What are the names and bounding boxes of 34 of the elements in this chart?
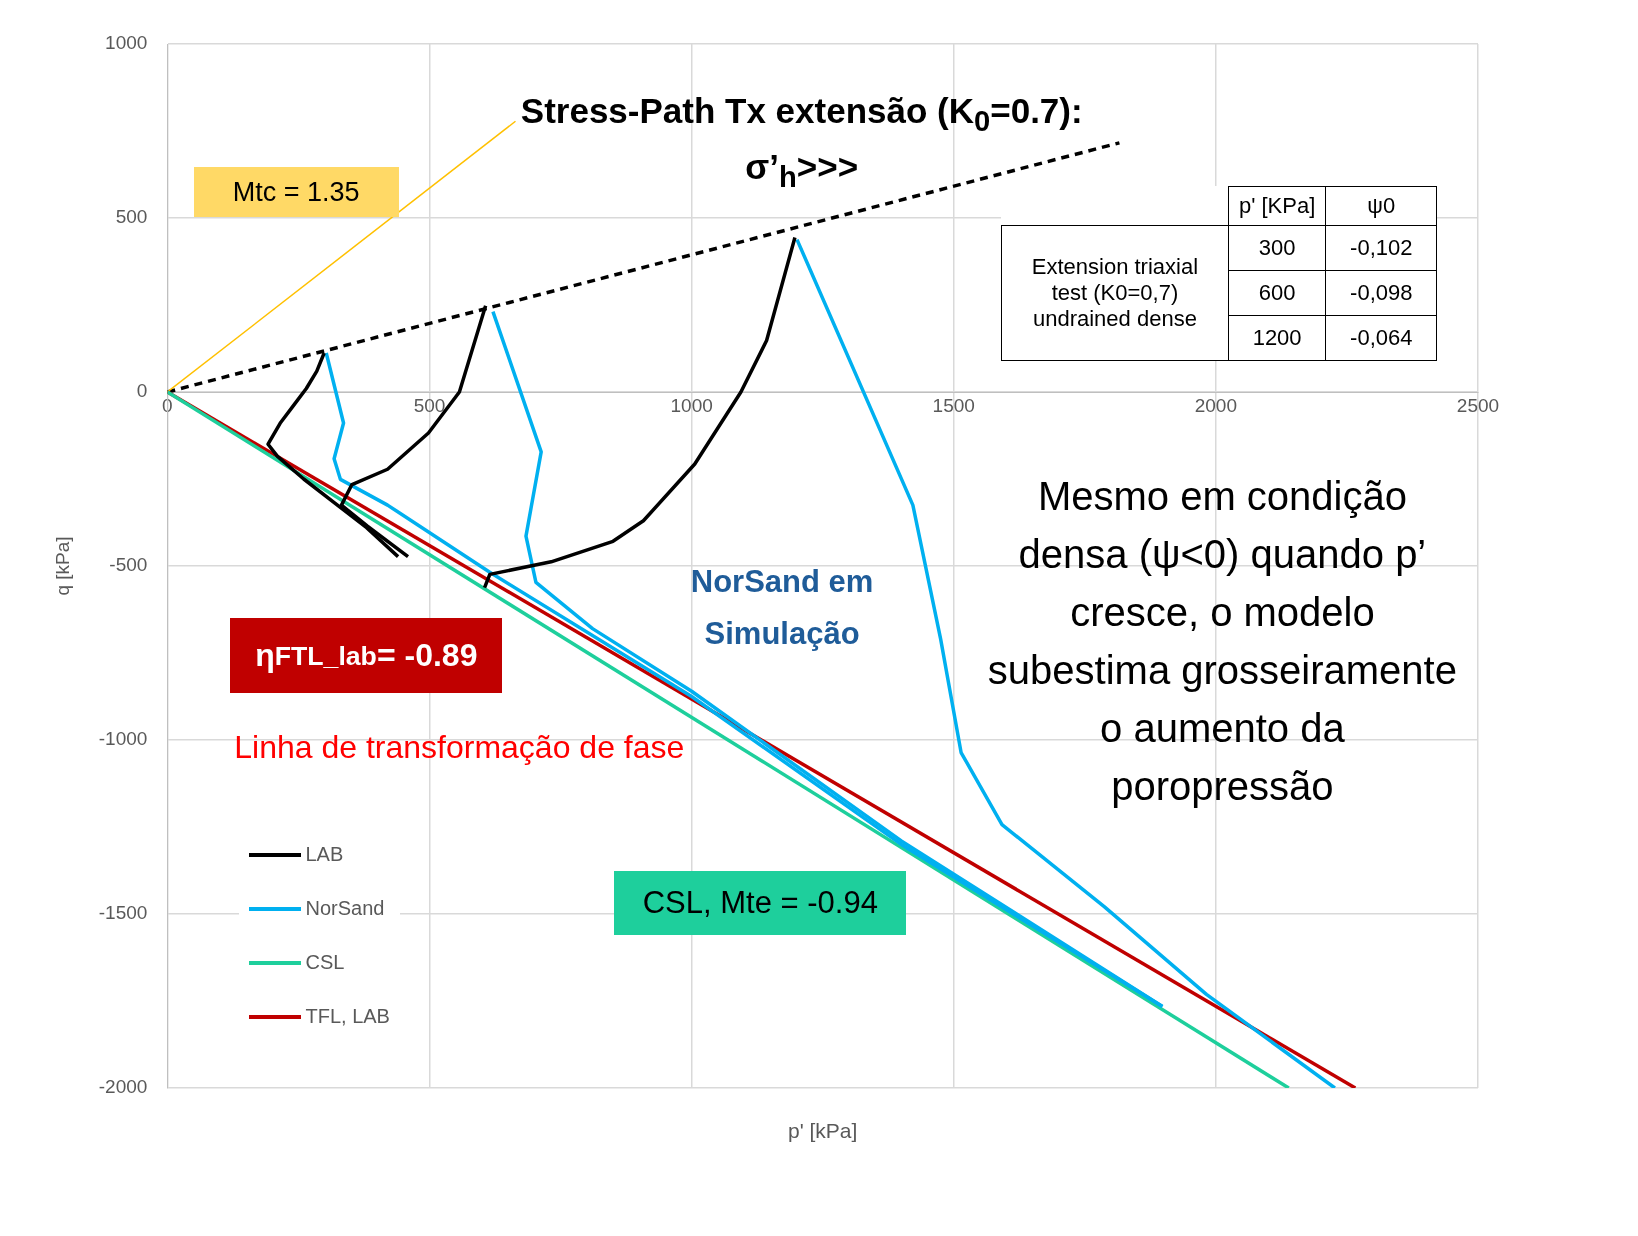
y-tick-label: -1500 — [98, 902, 148, 924]
y-tick-label: -1000 — [98, 728, 148, 750]
y-tick-label: -500 — [109, 554, 148, 576]
annotation: Linha de transformação de fase — [234, 727, 685, 767]
x-tick-label: 2500 — [1456, 394, 1500, 416]
y-tick-label: 1000 — [105, 32, 148, 54]
y-axis-title: q [kPa] — [51, 536, 73, 596]
annotation: Extension triaxial test (K0=0,7) undrained dense — [1001, 225, 1229, 361]
y-tick-label: 0 — [136, 380, 148, 402]
legend-label: TFL, LAB — [305, 1005, 390, 1029]
annotation: -0,064 — [1325, 315, 1437, 361]
annotation: ψ0 — [1325, 186, 1437, 226]
annotation: 600 — [1228, 270, 1326, 316]
annotation: 300 — [1228, 225, 1326, 271]
y-tick-label: 500 — [115, 206, 148, 228]
annotation: Mesmo em condição densa (ψ<0) quando p’ cresce, o modelo subestima grosseiramente o aumento da poropressão — [987, 472, 1458, 810]
x-tick-label: 500 — [413, 394, 446, 416]
x-tick-label: 2000 — [1194, 394, 1238, 416]
annotation: NorSand em Simulação — [689, 562, 875, 654]
legend-label: NorSand — [305, 897, 385, 921]
x-tick-label: 1000 — [670, 394, 713, 416]
annotation: Mtc = 1.35 — [193, 167, 399, 218]
annotation: p' [KPa] — [1228, 186, 1326, 226]
annotation: 1200 — [1228, 315, 1326, 361]
legend-label: CSL — [305, 951, 345, 975]
y-tick-label: -2000 — [98, 1076, 148, 1098]
annotation: -0,098 — [1325, 270, 1437, 316]
x-tick-label: 0 — [162, 394, 173, 416]
chart-title: Stress-Path Tx extensão (K$_{0}$=0.7): σ’$_{h}$>>> — [520, 90, 1083, 193]
annotation: -0,102 — [1325, 225, 1437, 271]
legend-label: LAB — [305, 843, 344, 867]
x-axis-title: p' [kPa] — [787, 1118, 858, 1144]
annotation: CSL, Mte = -0.94 — [614, 870, 907, 935]
x-tick-label: 1500 — [932, 394, 975, 416]
